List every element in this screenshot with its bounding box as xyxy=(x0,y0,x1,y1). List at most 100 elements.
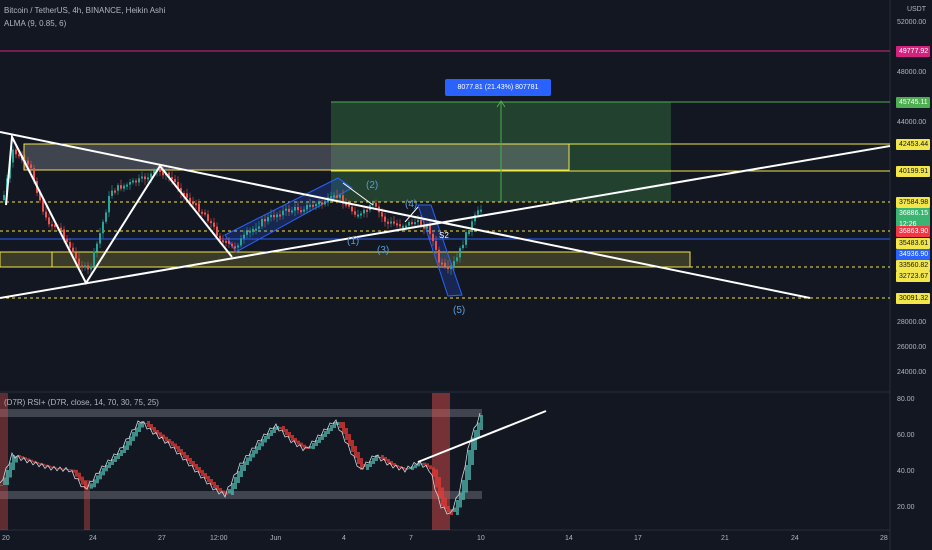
rising-channel[interactable] xyxy=(224,177,353,253)
rsi-ribbon-segment xyxy=(156,430,159,435)
candle-body xyxy=(459,248,461,258)
candle-body xyxy=(132,180,134,183)
rsi-ribbon-segment xyxy=(168,439,171,444)
candle-body xyxy=(396,223,398,226)
price-tag-yellow-top[interactable]: 42453.44 xyxy=(896,139,930,150)
price-tag-blue-2[interactable]: 34936.90 xyxy=(896,249,930,260)
rsi-ribbon-segment xyxy=(285,429,288,435)
rsi-ribbon-segment xyxy=(372,458,375,464)
candle-body xyxy=(381,212,383,217)
rsi-ribbon-segment xyxy=(3,477,6,485)
date-axis-label: 27 xyxy=(158,535,166,542)
rsi-ribbon-segment xyxy=(327,428,330,434)
symbol-legend[interactable]: Bitcoin / TetherUS, 4h, BINANCE, Heikin … xyxy=(4,6,166,15)
descending-trendline[interactable] xyxy=(0,131,811,299)
rsi-ribbon-segment xyxy=(162,434,165,439)
rsi-legend[interactable]: (D7R) RSI+ (D7R, close, 14, 70, 30, 75, … xyxy=(4,398,159,407)
candle-body xyxy=(108,195,110,213)
candle-body xyxy=(288,208,290,212)
candle-body xyxy=(207,214,209,222)
rsi-ribbon-segment xyxy=(273,427,276,433)
rsi-ribbon-segment xyxy=(21,456,24,459)
date-axis-label: 21 xyxy=(721,535,729,542)
date-axis-label: 24 xyxy=(791,535,799,542)
date-axis-label: 20 xyxy=(2,535,10,542)
date-axis-label: 4 xyxy=(342,535,346,542)
alma-legend[interactable]: ALMA (9, 0.85, 6) xyxy=(4,19,67,28)
candle-body xyxy=(183,192,185,195)
rsi-trendline[interactable] xyxy=(417,410,547,463)
candle-body xyxy=(159,169,161,172)
rsi-ribbon-segment xyxy=(27,458,30,461)
rsi-ribbon-segment xyxy=(399,466,402,468)
rsi-ribbon-segment xyxy=(138,423,141,432)
ascending-trendline[interactable] xyxy=(0,145,891,299)
rsi-ribbon-segment xyxy=(183,452,186,458)
candle-body xyxy=(255,228,257,231)
rsi-overbought-band xyxy=(0,409,482,417)
rsi-ribbon-segment xyxy=(216,485,219,491)
candle-body xyxy=(264,219,266,222)
price-tag-yellow-mid[interactable]: 40199.91 xyxy=(896,166,930,177)
price-tag-bottom[interactable]: 30091.32 xyxy=(896,293,930,304)
candle-body xyxy=(468,231,470,234)
candle-body xyxy=(90,266,92,270)
zigzag-pattern[interactable] xyxy=(5,133,233,286)
rsi-ribbon-segment xyxy=(270,430,273,436)
candle-body xyxy=(45,211,47,218)
candle-body xyxy=(27,160,29,165)
candle-body xyxy=(144,176,146,180)
candle-body xyxy=(3,194,5,200)
candle-body xyxy=(339,195,341,198)
rsi-ribbon-segment xyxy=(384,457,387,461)
rsi-ribbon-segment xyxy=(282,426,285,432)
candle-body xyxy=(405,225,407,228)
rsi-ribbon-segment xyxy=(465,465,468,493)
date-axis-label: 10 xyxy=(477,535,485,542)
rsi-ribbon-segment xyxy=(396,465,399,467)
candle-body xyxy=(123,185,125,189)
rsi-ribbon-segment xyxy=(207,476,210,482)
candle-body xyxy=(462,244,464,249)
rsi-ribbon-segment xyxy=(24,457,27,460)
support-box[interactable] xyxy=(0,251,691,268)
resistance-zone[interactable] xyxy=(24,144,569,170)
candle-body xyxy=(324,202,326,205)
candle-body xyxy=(66,238,68,242)
candle-body xyxy=(372,202,374,206)
candle-body xyxy=(180,187,182,193)
s2-label: S2 xyxy=(439,231,449,240)
rsi-ribbon-segment xyxy=(0,485,3,486)
rsi-ribbon-segment xyxy=(447,506,450,512)
rsi-ribbon-segment xyxy=(42,463,45,466)
rsi-ribbon-segment xyxy=(348,434,351,446)
candle-body xyxy=(198,203,200,212)
rsi-axis-label: 40.00 xyxy=(897,468,915,475)
rsi-ribbon-segment xyxy=(9,462,12,478)
candle-body xyxy=(147,177,149,180)
candle-body xyxy=(447,266,449,270)
price-tag-current[interactable]: 36886.15 12:26 xyxy=(896,208,930,230)
wave-line-b xyxy=(404,206,419,223)
rsi-ribbon-segment xyxy=(69,469,72,471)
measure-label[interactable]: 8077.81 (21.43%) 807781 xyxy=(445,79,551,96)
candle-body xyxy=(357,214,359,217)
rsi-ribbon-segment xyxy=(429,465,432,470)
price-tag-pink[interactable]: 49777.92 xyxy=(896,46,930,57)
price-tag-green[interactable]: 45745.11 xyxy=(896,97,930,108)
price-tag-dashed-2[interactable]: 32723.67 xyxy=(896,271,930,282)
rsi-ribbon-segment xyxy=(294,438,297,443)
rsi-ribbon-segment xyxy=(471,437,474,465)
rsi-oversold-band xyxy=(0,491,482,499)
rsi-ribbon-segment xyxy=(312,443,315,449)
rsi-ribbon-segment xyxy=(6,470,9,485)
price-tag-yellow-low[interactable]: 33560.82 xyxy=(896,260,930,271)
price-tag-red[interactable]: 36863.90 xyxy=(896,226,930,237)
candle-body xyxy=(228,240,230,244)
rsi-axis-label: 60.00 xyxy=(897,432,915,439)
candlestick-series xyxy=(3,146,482,276)
price-tag-dashed-1[interactable]: 37584.98 xyxy=(896,197,930,208)
candle-body xyxy=(366,209,368,212)
price-tag-blue-1[interactable]: 35483.61 xyxy=(896,238,930,249)
